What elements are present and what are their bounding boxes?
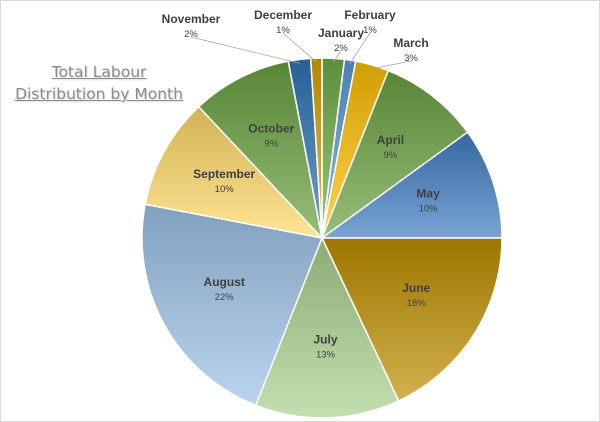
pie-slice-may [319,131,503,239]
chart-title-line-2: Distribution by Month [15,85,183,103]
pie-slice-june [320,237,503,402]
slice-value-july: 13% [316,350,336,361]
pie-slice-september [144,105,325,240]
slice-label-november: November [162,12,221,26]
chart-title: Total Labour Distribution by Month [9,61,189,105]
leader-line-january [332,50,342,63]
slice-value-august: 22% [215,292,235,303]
slice-value-september: 10% [215,184,235,195]
slice-value-march: 3% [404,53,418,64]
slice-value-april: 9% [384,150,398,161]
slice-value-may: 10% [419,204,439,215]
leader-line-december [282,32,317,63]
slice-label-september: September [193,167,255,181]
slice-value-december: 1% [276,25,290,36]
slice-label-january: January [318,26,364,40]
pie-slice-july [254,236,400,419]
leader-line-february [349,32,371,65]
slice-label-february: February [344,8,396,22]
slice-label-december: December [254,8,312,22]
slice-value-january: 2% [334,43,348,54]
leader-line-march [371,60,412,70]
slice-label-october: October [248,122,294,136]
leader-line-november [190,36,300,64]
slice-label-march: March [393,36,428,50]
slice-value-october: 9% [264,139,278,150]
pie-slice-april [320,69,469,241]
slice-label-june: June [402,281,430,295]
slice-label-july: July [313,333,337,347]
slice-label-august: August [204,275,245,289]
slice-value-february: 1% [363,25,377,36]
slice-label-may: May [416,187,440,201]
slice-value-november: 2% [184,29,198,40]
slice-value-june: 18% [407,298,427,309]
pie-slice-december [309,57,323,239]
chart-title-line-1: Total Labour [51,63,147,81]
slice-label-april: April [377,133,404,147]
pie-slice-august [141,203,324,407]
pie-slice-october [197,60,324,241]
